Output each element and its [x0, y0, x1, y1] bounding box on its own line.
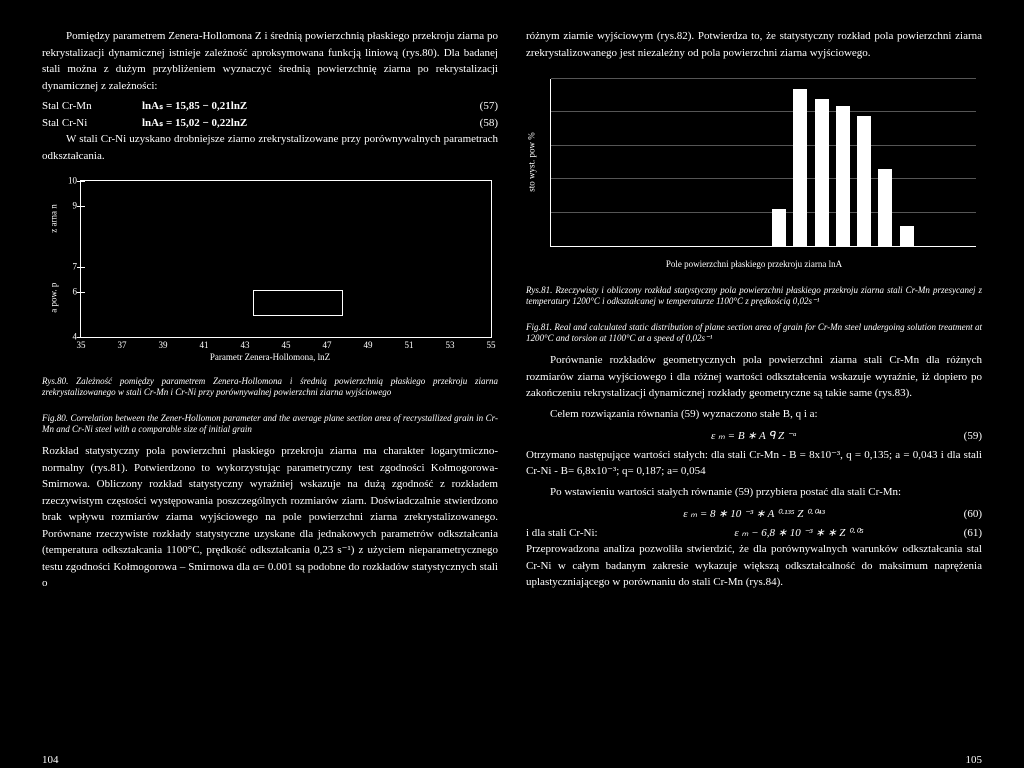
chart2-bar	[857, 116, 871, 246]
chart2-bar	[900, 226, 914, 246]
eq60-expr: ε ₘ = 8 ∗ 10 ⁻³ ∗ A ⁰·¹³⁵ Z ⁰·⁰⁴³	[683, 508, 825, 520]
chart2-bar	[772, 209, 786, 246]
chart1-ytick-mark	[77, 267, 85, 268]
chart2-bar	[878, 169, 892, 246]
eq61-prefix: i dla stali Cr-Ni:	[526, 525, 616, 542]
left-para-1: Pomiędzy parametrem Zenera-Hollomona Z i…	[42, 28, 498, 94]
chart1-ylabel-upper: z arna n	[47, 204, 61, 232]
chart1-xtick: 39	[159, 339, 168, 353]
chart1-xtick: 37	[118, 339, 127, 353]
right-para-4: Otrzymano następujące wartości stałych: …	[526, 447, 982, 480]
chart2-bar	[836, 106, 850, 246]
equation-60: ε ₘ = 8 ∗ 10 ⁻³ ∗ A ⁰·¹³⁵ Z ⁰·⁰⁴³ (60)	[526, 506, 982, 523]
chart1-xtick: 49	[364, 339, 373, 353]
chart2-x-title: Pole powierzchni płaskiego przekroju zia…	[666, 258, 842, 272]
eq59-expr: ε ₘ = B ∗ A ᑫ Z ⁻ᵃ	[711, 430, 797, 442]
chart1-ylabel-lower: a pow. p	[47, 283, 61, 313]
chart1-ytick: 10	[68, 174, 77, 188]
eq59-num: (59)	[964, 428, 982, 445]
left-para-3: Rozkład statystyczny pola powierzchni pł…	[42, 443, 498, 592]
chart1-legend	[253, 290, 343, 316]
chart1-ytick-mark	[77, 206, 85, 207]
chart2-ylabel: sto wyst. pow %	[525, 132, 539, 192]
chart2-gridline	[551, 178, 976, 179]
left-page: Pomiędzy parametrem Zenera-Hollomona Z i…	[28, 28, 512, 756]
right-para-2: Porównanie rozkładów geometrycznych pola…	[526, 352, 982, 402]
chart2-gridline	[551, 145, 976, 146]
chart2-bar	[793, 89, 807, 246]
chart1-xtick: 51	[405, 339, 414, 353]
chart1-ytick-mark	[77, 292, 85, 293]
chart1-ytick-mark	[77, 181, 85, 182]
eq57-expr: lnAₛ = 15,85 − 0,21lnZ	[142, 98, 247, 115]
eq61-num: (61)	[964, 525, 982, 542]
left-para-2: W stali Cr-Ni uzyskano drobniejsze ziarn…	[42, 131, 498, 164]
chart1-xtick: 53	[446, 339, 455, 353]
fig80-caption-pl: Rys.80. Zależność pomiędzy parametrem Ze…	[42, 376, 498, 399]
right-para-1: różnym ziarnie wyjściowym (rys.82). Potw…	[526, 28, 982, 61]
eq60-num: (60)	[964, 506, 982, 523]
chart2-plot-area	[550, 79, 976, 247]
fig81-caption-en: Fig.81. Real and calculated static distr…	[526, 322, 982, 345]
chart2-gridline	[551, 78, 976, 79]
chart2-bar	[815, 99, 829, 246]
right-para-5: Po wstawieniu wartości stałych równanie …	[526, 484, 982, 501]
right-page: różnym ziarnie wyjściowym (rys.82). Potw…	[512, 28, 996, 756]
equation-57: Stal Cr-Mn lnAₛ = 15,85 − 0,21lnZ (57)	[42, 98, 498, 115]
chart1-xtick: 55	[487, 339, 496, 353]
figure-80-chart: z arna n a pow. p 1097643537394143454749…	[42, 176, 498, 366]
chart1-plot-area: 1097643537394143454749515355	[80, 180, 492, 338]
eq61-expr: ε ₘ − 6,8 ∗ 10 ⁻³ ∗ ∗ Z ⁰·⁰⁵	[616, 525, 982, 542]
chart2-gridline	[551, 111, 976, 112]
eq58-expr: lnAₛ = 15,02 − 0,22lnZ	[142, 115, 247, 132]
eq57-label: Stal Cr-Mn	[42, 98, 142, 115]
eq58-label: Stal Cr-Ni	[42, 115, 142, 132]
chart1-xtick: 35	[77, 339, 86, 353]
chart1-ytick-mark	[77, 337, 85, 338]
equation-58: Stal Cr-Ni lnAₛ = 15,02 − 0,22lnZ (58)	[42, 115, 498, 132]
right-para-3: Celem rozwiązania równania (59) wyznaczo…	[526, 406, 982, 423]
eq58-num: (58)	[480, 115, 498, 132]
fig80-caption-en: Fig.80. Correlation between the Zener-Ho…	[42, 413, 498, 436]
figure-81-chart: sto wyst. pow % Pole powierzchni płaskie…	[526, 75, 982, 275]
equation-59: ε ₘ = B ∗ A ᑫ Z ⁻ᵃ (59)	[526, 428, 982, 445]
chart1-x-title: Parametr Zenera-Hollomona, lnZ	[210, 351, 330, 365]
chart1-xtick: 41	[200, 339, 209, 353]
equation-61-line: i dla stali Cr-Ni: ε ₘ − 6,8 ∗ 10 ⁻³ ∗ ∗…	[526, 525, 982, 542]
eq57-num: (57)	[480, 98, 498, 115]
right-para-6: Przeprowadzona analiza pozwoliła stwierd…	[526, 541, 982, 591]
fig81-caption-pl: Rys.81. Rzeczywisty i obliczony rozkład …	[526, 285, 982, 308]
chart2-gridline	[551, 212, 976, 213]
